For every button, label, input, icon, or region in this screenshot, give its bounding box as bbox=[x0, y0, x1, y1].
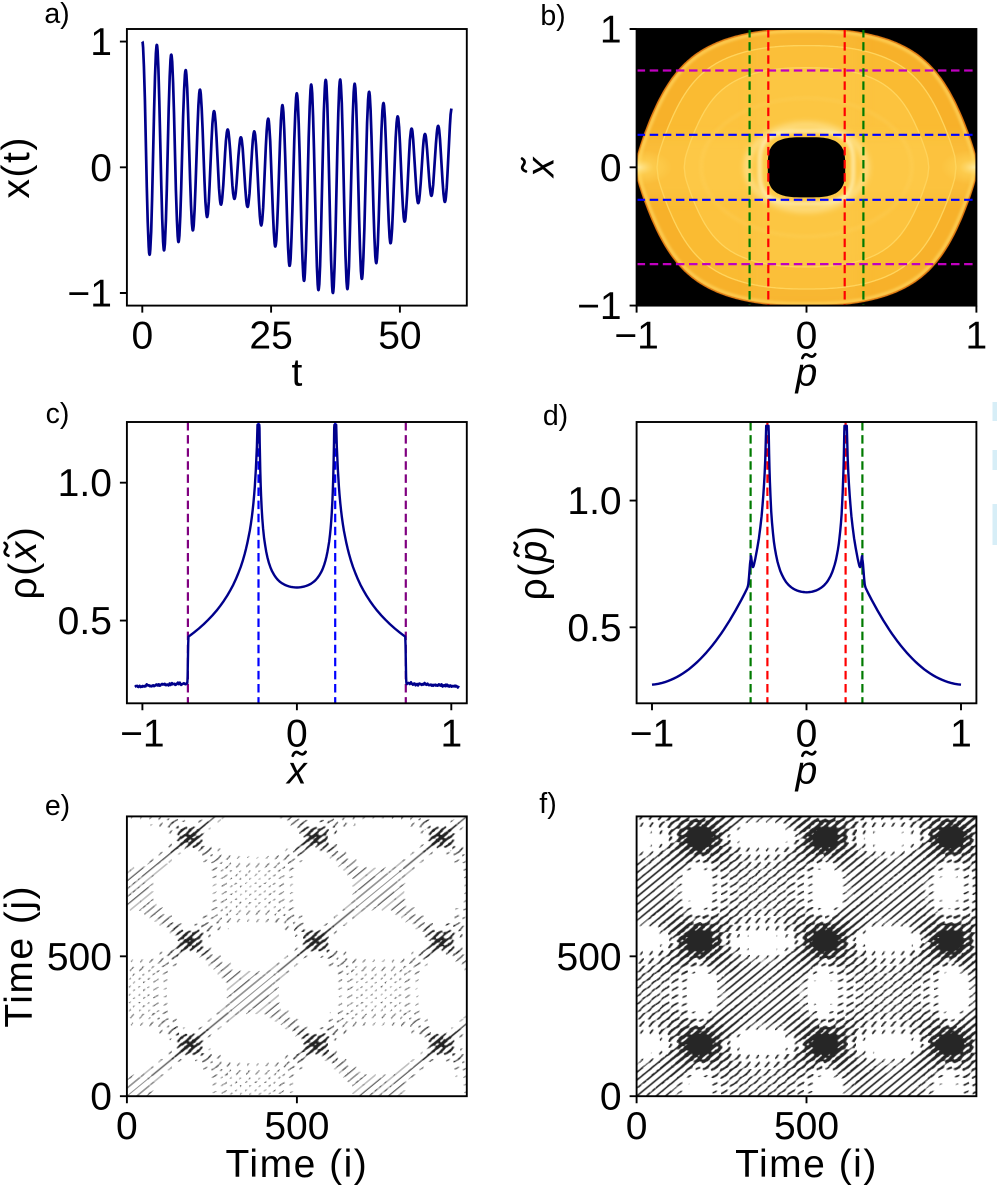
svg-text:0: 0 bbox=[600, 147, 622, 190]
svg-text:−1: −1 bbox=[120, 712, 164, 755]
svg-text:x: x bbox=[520, 156, 563, 179]
svg-text:−1: −1 bbox=[67, 273, 111, 316]
svg-text:0: 0 bbox=[116, 1105, 138, 1148]
svg-text:x(t): x(t) bbox=[0, 136, 38, 198]
svg-text:x: x bbox=[285, 749, 308, 792]
svg-text:25: 25 bbox=[249, 315, 292, 358]
svg-text:t: t bbox=[291, 352, 302, 395]
svg-text:1: 1 bbox=[600, 9, 622, 52]
svg-text:0: 0 bbox=[626, 1105, 648, 1148]
svg-text:500: 500 bbox=[264, 1105, 329, 1148]
svg-text:1.0: 1.0 bbox=[58, 462, 112, 505]
svg-text:50: 50 bbox=[378, 315, 421, 358]
svg-text:0: 0 bbox=[600, 1076, 622, 1119]
svg-text:−1: −1 bbox=[577, 285, 621, 328]
svg-text:500: 500 bbox=[774, 1105, 839, 1148]
svg-text:1: 1 bbox=[90, 21, 112, 64]
svg-text:1: 1 bbox=[950, 712, 972, 755]
svg-text:p: p bbox=[795, 749, 818, 792]
svg-text:Time (j): Time (j) bbox=[0, 885, 41, 1028]
svg-text:e): e) bbox=[45, 790, 70, 822]
svg-text:0: 0 bbox=[90, 1076, 112, 1119]
svg-text:Time (i): Time (i) bbox=[226, 1143, 369, 1186]
svg-text:d): d) bbox=[543, 400, 568, 432]
svg-text:0.5: 0.5 bbox=[567, 607, 621, 650]
svg-text:1.0: 1.0 bbox=[567, 480, 621, 523]
svg-text:p: p bbox=[795, 352, 818, 395]
svg-text:c): c) bbox=[46, 398, 70, 430]
svg-text:0: 0 bbox=[131, 315, 153, 358]
svg-text:500: 500 bbox=[557, 936, 622, 979]
svg-text:500: 500 bbox=[47, 936, 112, 979]
svg-text:f): f) bbox=[539, 788, 556, 820]
svg-text:−1: −1 bbox=[630, 712, 674, 755]
svg-text:Time (i): Time (i) bbox=[735, 1143, 878, 1186]
svg-text:ρ(p): ρ(p) bbox=[512, 525, 555, 601]
svg-text:b): b) bbox=[540, 0, 565, 32]
svg-text:0.5: 0.5 bbox=[58, 600, 112, 643]
svg-text:ρ(x): ρ(x) bbox=[2, 526, 45, 600]
svg-text:0: 0 bbox=[90, 147, 112, 190]
svg-text:1: 1 bbox=[966, 315, 988, 358]
svg-text:a): a) bbox=[44, 0, 69, 30]
svg-text:1: 1 bbox=[440, 712, 462, 755]
